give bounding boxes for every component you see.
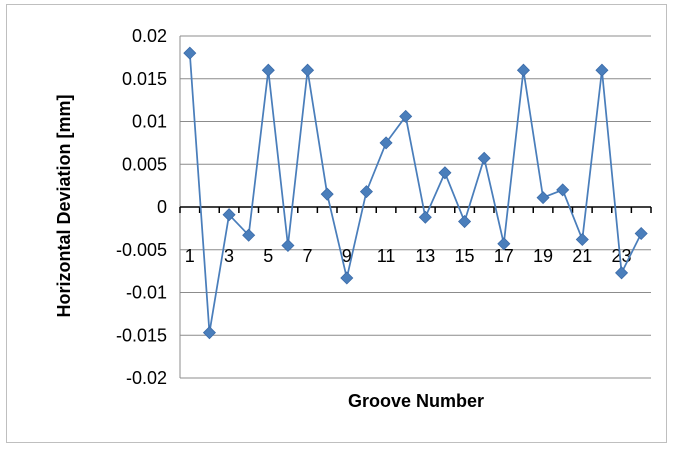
data-point [359,185,373,199]
y-tick-label: -0.015 [116,325,167,345]
chart-frame [6,4,667,443]
x-tick-label: 23 [612,246,632,266]
y-tick-label: -0.02 [126,368,167,388]
data-point [536,191,550,205]
x-axis-title: Groove Number [348,391,484,411]
x-tick-label: 3 [224,246,234,266]
data-point [242,228,256,242]
x-tick-label: 19 [533,246,553,266]
data-point [320,187,334,201]
x-tick-label: 21 [572,246,592,266]
data-point [222,208,236,222]
data-point [516,63,530,77]
data-point [634,226,648,241]
data-point [575,232,589,247]
data-point [615,266,629,280]
data-point [281,238,295,253]
data-point [183,46,197,60]
x-tick-label: 5 [263,246,273,266]
y-axis-title: Horizontal Deviation [mm] [54,94,74,317]
x-tick-label: 13 [415,246,435,266]
data-point [340,271,354,285]
data-point [477,151,491,165]
series-line [188,53,642,333]
y-tick-label: -0.005 [116,240,167,260]
data-point [497,237,511,251]
data-point [399,109,413,123]
data-point [438,166,452,180]
data-point [379,136,393,150]
data-point [202,326,216,340]
y-tick-label: 0.015 [122,69,167,89]
y-tick-label: 0.02 [132,26,167,46]
data-point [301,63,315,77]
y-tick-label: -0.01 [126,283,167,303]
x-tick-label: 7 [303,246,313,266]
y-tick-label: 0 [157,197,167,217]
y-tick-label: 0.005 [122,154,167,174]
data-point [261,63,275,77]
data-point [458,215,472,229]
x-tick-label: 1 [185,246,195,266]
x-tick-label: 15 [455,246,475,266]
data-point [418,210,432,224]
x-tick-label: 9 [342,246,352,266]
data-point [556,183,570,197]
y-tick-label: 0.01 [132,112,167,132]
x-tick-label: 17 [494,246,514,266]
x-tick-label: 11 [377,246,396,266]
data-point [595,63,609,77]
